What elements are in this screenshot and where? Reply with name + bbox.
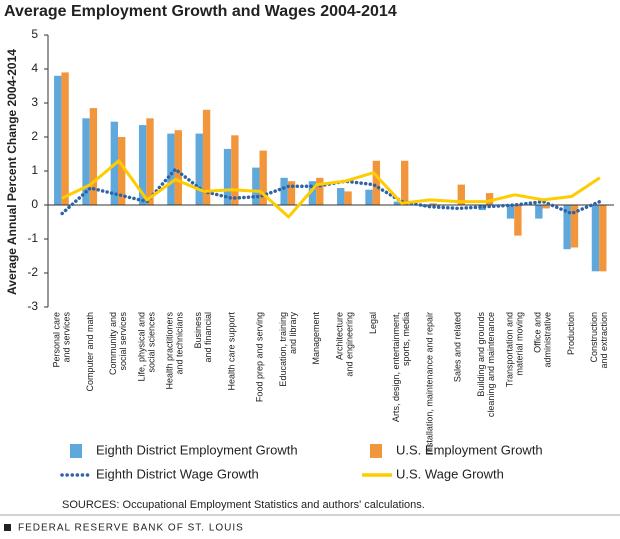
line	[61, 159, 601, 219]
x-tick-label: and library	[288, 312, 298, 355]
bar	[146, 118, 154, 205]
x-tick-label: Transportation and	[504, 312, 514, 387]
bar	[61, 72, 69, 206]
x-tick-label: Office and	[533, 312, 543, 353]
bar	[478, 205, 486, 211]
source: SOURCES: Occupational Employment Statist…	[62, 499, 425, 511]
y-tick-label: 4	[31, 61, 38, 75]
y-axis-label: Average Annual Percent Change 2004-2014	[5, 49, 19, 295]
x-tick-label: administrative	[543, 312, 553, 368]
x-tick-label: Health care support	[226, 312, 236, 391]
bar	[82, 118, 90, 205]
x-tick-label: Sales and related	[453, 312, 463, 382]
x-tick-label: Building and grounds	[476, 312, 486, 397]
bar	[174, 130, 182, 205]
bar	[506, 205, 515, 219]
x-tick-label: and extraction	[599, 312, 609, 369]
bar	[252, 167, 260, 205]
bar	[54, 75, 62, 205]
bar	[591, 205, 600, 272]
bar	[308, 181, 317, 205]
x-tick-label: Business	[193, 312, 203, 349]
bar	[280, 177, 288, 205]
bar	[401, 160, 409, 205]
y-tick-label: -1	[27, 231, 38, 245]
x-tick-label: sports, media	[401, 312, 411, 366]
legend-label: U.S. Wage Growth	[396, 466, 504, 481]
bar	[429, 203, 437, 205]
y-tick-label: 2	[31, 129, 38, 143]
x-tick-label: Life, physical and	[136, 312, 146, 382]
y-tick-label: -2	[27, 265, 38, 279]
y-tick-label: 3	[31, 95, 38, 109]
bar	[570, 205, 579, 248]
x-tick-label: material moving	[514, 312, 524, 376]
x-tick-label: Architecture	[335, 312, 345, 360]
x-tick-label: Personal care	[52, 312, 62, 368]
x-tick-label: Legal	[368, 312, 378, 334]
x-tick-label: Management	[311, 312, 321, 365]
x-tick-label: cleaning and maintenance	[486, 312, 496, 417]
bar	[287, 181, 296, 205]
footer: FEDERAL RESERVE BANK OF ST. LOUIS	[18, 523, 244, 534]
x-tick-label: Health practitioners	[165, 312, 175, 390]
bar	[202, 109, 211, 205]
legend-swatch	[70, 444, 82, 458]
bar	[365, 189, 373, 205]
x-tick-label: social services	[118, 312, 128, 371]
bar	[223, 148, 232, 205]
chart-title: Average Employment Growth and Wages 2004…	[4, 3, 397, 20]
x-tick-label: Community and	[108, 312, 118, 375]
y-tick-label: 1	[31, 163, 38, 177]
x-tick-label: and financial	[203, 312, 213, 363]
bar	[457, 184, 465, 205]
x-tick-label: social sciences	[146, 312, 156, 373]
x-tick-label: Production	[566, 312, 576, 355]
x-tick-label: and technicians	[175, 312, 185, 375]
bar	[138, 125, 147, 205]
bar	[316, 177, 324, 205]
bar	[337, 188, 345, 205]
x-tick-label: and engineering	[345, 312, 355, 377]
bar	[259, 150, 267, 205]
x-tick-label: Computer and math	[85, 312, 95, 392]
bar	[535, 205, 543, 219]
x-tick-label: Installation, maintenance and repair	[424, 312, 434, 455]
footer-icon	[4, 524, 11, 531]
bar	[195, 133, 203, 205]
bar	[563, 205, 571, 250]
x-tick-label: and services	[62, 312, 72, 363]
bar	[167, 133, 175, 205]
bar	[514, 205, 522, 236]
x-tick-label: Arts, design, entertainment,	[391, 312, 401, 422]
bar	[393, 201, 402, 205]
x-tick-label: Education, training	[278, 312, 288, 387]
legend-label: Eighth District Employment Growth	[96, 442, 298, 457]
bar	[485, 193, 494, 205]
legend-label: Eighth District Wage Growth	[96, 466, 259, 481]
legend-swatch	[370, 444, 382, 458]
bar	[372, 160, 381, 205]
x-tick-label: Construction	[589, 312, 599, 363]
bar	[231, 135, 239, 205]
x-tick-label: Food prep and serving	[255, 312, 265, 402]
y-tick-label: -3	[27, 299, 38, 313]
y-tick-label: 0	[31, 197, 38, 211]
legend-label: U.S. Employment Growth	[396, 442, 543, 457]
bar	[542, 205, 550, 209]
y-tick-label: 5	[31, 27, 38, 41]
bar	[118, 137, 126, 205]
bar	[89, 108, 98, 205]
bar	[344, 191, 352, 205]
bar	[599, 205, 607, 272]
